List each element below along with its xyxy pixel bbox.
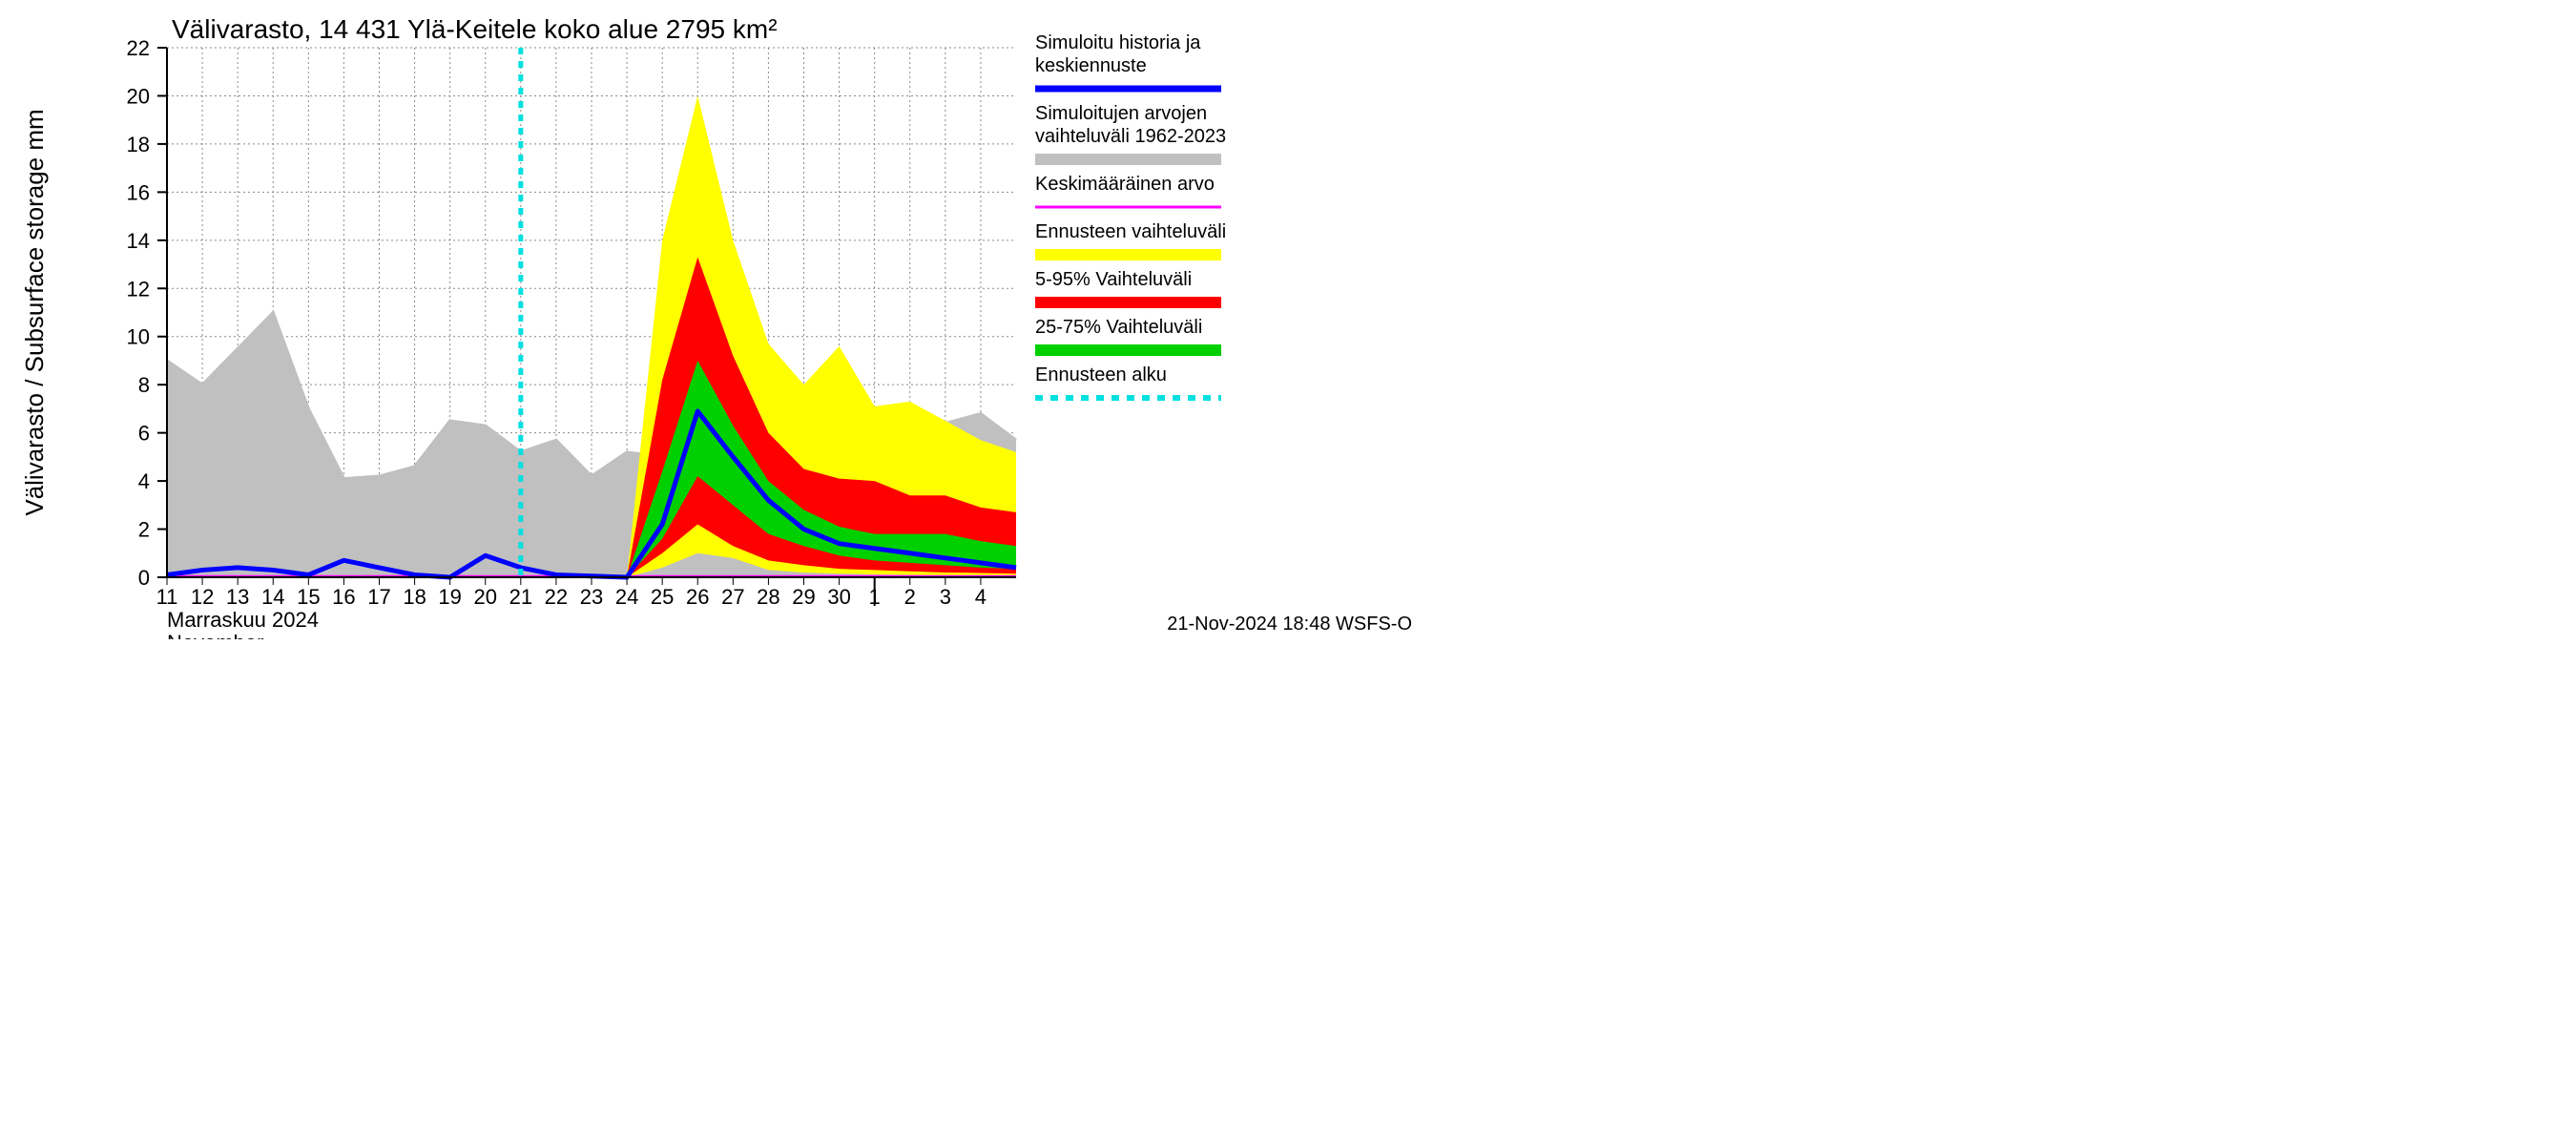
x-tick-label: 22 xyxy=(545,585,568,609)
legend-label: 25-75% Vaihteluväli xyxy=(1035,317,1202,338)
x-tick-label: 2 xyxy=(904,585,916,609)
x-tick-label: 29 xyxy=(792,585,815,609)
x-tick-label: 16 xyxy=(332,585,355,609)
legend-label: 5-95% Vaihteluväli xyxy=(1035,269,1192,290)
x-tick-label: 23 xyxy=(580,585,603,609)
legend: Simuloitu historia jakeskiennuste Simuloi… xyxy=(1035,32,1226,398)
x-tick-label: 18 xyxy=(403,585,426,609)
x-tick-label: 28 xyxy=(757,585,779,609)
chart-container: { "chart": { "type": "line-area-forecast… xyxy=(0,0,1431,639)
month-label-fi: Marraskuu 2024 xyxy=(167,608,319,632)
legend-label: Ennusteen vaihteluväli xyxy=(1035,221,1226,242)
legend-label: keskiennuste xyxy=(1035,55,1147,76)
x-tick-label: 14 xyxy=(261,585,284,609)
legend-label: Simuloitujen arvojen xyxy=(1035,103,1207,124)
y-tick-label: 4 xyxy=(138,469,150,493)
legend-swatch xyxy=(1035,297,1221,308)
y-tick-label: 8 xyxy=(138,373,150,397)
footer-timestamp: 21-Nov-2024 18:48 WSFS-O xyxy=(1167,614,1412,635)
y-tick-label: 16 xyxy=(127,180,150,204)
x-tick-label: 21 xyxy=(509,585,532,609)
x-tick-label: 27 xyxy=(721,585,744,609)
month-label-en: November xyxy=(167,631,263,639)
x-tick-label: 4 xyxy=(975,585,987,609)
y-tick-label: 2 xyxy=(138,518,150,542)
legend-swatch xyxy=(1035,249,1221,260)
y-tick-label: 12 xyxy=(127,277,150,301)
y-tick-label: 20 xyxy=(127,84,150,108)
x-tick-label: 3 xyxy=(940,585,951,609)
y-tick-label: 14 xyxy=(127,229,150,253)
x-tick-label: 30 xyxy=(827,585,850,609)
y-tick-label: 0 xyxy=(138,566,150,590)
legend-label: vaihteluväli 1962-2023 xyxy=(1035,126,1226,147)
legend-swatch xyxy=(1035,344,1221,356)
x-tick-label: 12 xyxy=(191,585,214,609)
y-tick-label: 6 xyxy=(138,422,150,446)
x-tick-label: 17 xyxy=(367,585,390,609)
y-tick-label: 18 xyxy=(127,133,150,156)
legend-swatch xyxy=(1035,154,1221,165)
x-tick-label: 20 xyxy=(474,585,497,609)
y-tick-label: 22 xyxy=(127,36,150,60)
x-tick-label: 13 xyxy=(226,585,249,609)
x-tick-label: 19 xyxy=(438,585,461,609)
legend-label: Ennusteen alku xyxy=(1035,364,1167,385)
y-axis-label: Välivarasto / Subsurface storage mm xyxy=(20,109,49,515)
chart-title: Välivarasto, 14 431 Ylä-Keitele koko alu… xyxy=(172,14,778,44)
y-tick-label: 10 xyxy=(127,325,150,349)
legend-label: Simuloitu historia ja xyxy=(1035,32,1201,53)
x-tick-label: 15 xyxy=(297,585,320,609)
x-tick-label: 25 xyxy=(651,585,674,609)
x-tick-label: 24 xyxy=(615,585,638,609)
x-tick-label: 11 xyxy=(156,585,178,609)
chart-svg: 0246810121416182022111213141516171819202… xyxy=(0,0,1431,639)
legend-label: Keskimääräinen arvo xyxy=(1035,174,1215,195)
x-tick-label: 26 xyxy=(686,585,709,609)
